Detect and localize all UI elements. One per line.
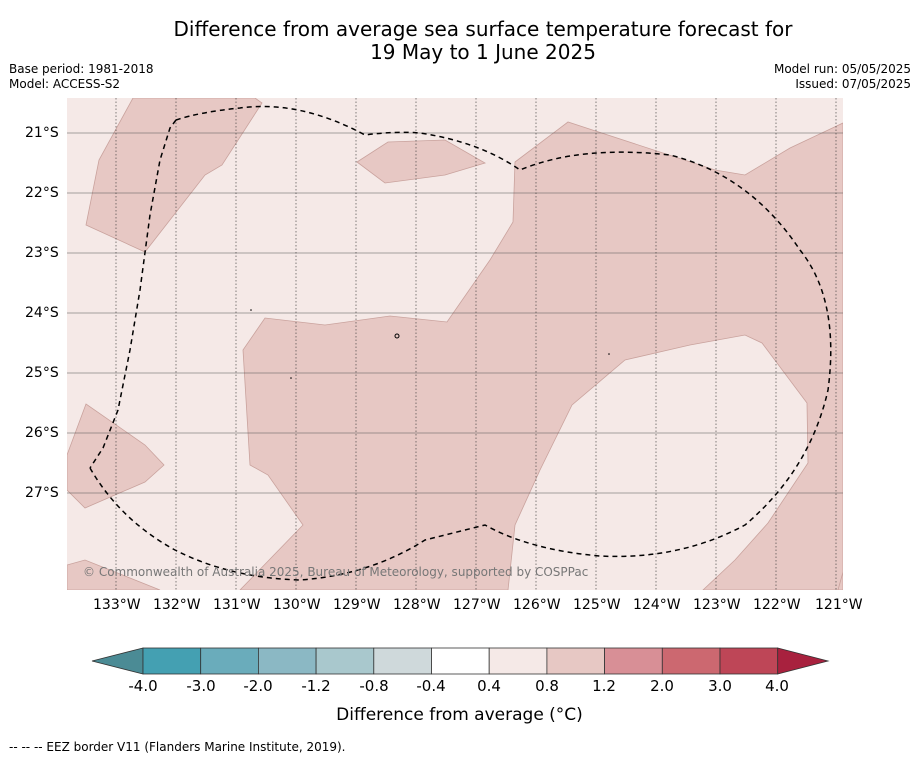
colorbar-segment — [200, 647, 259, 675]
colorbar-title: Difference from average (°C) — [336, 705, 583, 725]
region-northwest — [85, 98, 263, 253]
colorbar-tick: -1.2 — [301, 677, 331, 695]
map-title: Difference from average sea surface temp… — [0, 18, 919, 64]
island-4 — [608, 353, 610, 355]
colorbar-tick: 0.8 — [535, 677, 559, 695]
lon-label: 128°W — [393, 597, 441, 613]
issued-date: Issued: 07/05/2025 — [795, 77, 911, 91]
lon-label: 124°W — [633, 597, 681, 613]
model-run: Model run: 05/05/2025 — [773, 62, 911, 76]
colorbar-extend-low — [91, 647, 144, 675]
island-3 — [290, 377, 292, 379]
map-panel — [67, 98, 843, 590]
colorbar-tick: 4.0 — [765, 677, 789, 695]
map-grid-lon — [115, 98, 837, 590]
colorbar-tick: 0.4 — [477, 677, 501, 695]
island-1 — [394, 333, 400, 339]
lat-label: 24°S — [25, 305, 59, 321]
lon-label: 131°W — [213, 597, 261, 613]
colorbar-segment — [661, 647, 721, 675]
region-southwest — [67, 559, 161, 590]
lon-label: 130°W — [273, 597, 321, 613]
base-period: Base period: 1981-2018 — [9, 62, 154, 76]
colorbar-segment — [604, 647, 663, 675]
colorbar-segment — [257, 647, 317, 675]
lon-label: 125°W — [573, 597, 621, 613]
colorbar-tick: -0.8 — [359, 677, 389, 695]
colorbar-segment — [719, 647, 779, 675]
copyright-text: © Commonwealth of Australia 2025, Bureau… — [83, 565, 589, 579]
colorbar-segment — [142, 647, 202, 675]
eez-border — [89, 105, 832, 581]
meta-left: Base period: 1981-2018 Model: ACCESS-S2 — [9, 62, 154, 92]
region-southeast-corner — [837, 571, 843, 590]
lon-label: 121°W — [815, 597, 863, 613]
lat-label: 22°S — [25, 185, 59, 201]
region-north-island — [356, 139, 487, 184]
colorbar-segment — [315, 647, 375, 675]
region-main — [239, 121, 843, 590]
colorbar-tick: -3.0 — [186, 677, 216, 695]
lat-label: 25°S — [25, 365, 59, 381]
lat-label: 27°S — [25, 485, 59, 501]
colorbar-segment — [546, 647, 606, 675]
meta-right: Model run: 05/05/2025 Issued: 07/05/2025 — [774, 62, 911, 92]
map-grid — [67, 132, 843, 494]
colorbar-segment — [488, 647, 548, 675]
lat-label: 21°S — [25, 125, 59, 141]
eez-footnote: -- -- -- EEZ border V11 (Flanders Marine… — [9, 740, 346, 754]
model-name: Model: ACCESS-S2 — [9, 77, 121, 91]
colorbar-segment — [431, 647, 490, 675]
anomaly-regions — [67, 98, 843, 590]
colorbar-tick: -0.4 — [416, 677, 446, 695]
colorbar-tick: -4.0 — [128, 677, 158, 695]
lon-label: 123°W — [693, 597, 741, 613]
title-line-1: Difference from average sea surface temp… — [173, 17, 793, 41]
colorbar-tick: 3.0 — [708, 677, 732, 695]
island-2 — [250, 309, 252, 311]
colorbar-tick: 2.0 — [650, 677, 674, 695]
lat-label: 23°S — [25, 245, 59, 261]
lon-label: 122°W — [753, 597, 801, 613]
colorbar — [91, 647, 830, 675]
lon-label: 133°W — [93, 597, 141, 613]
lat-label: 26°S — [25, 425, 59, 441]
lon-label: 126°W — [513, 597, 561, 613]
lon-label: 127°W — [453, 597, 501, 613]
colorbar-extend-high — [777, 647, 830, 675]
lon-label: 129°W — [333, 597, 381, 613]
colorbar-tick: -2.0 — [243, 677, 273, 695]
colorbar-tick: 1.2 — [592, 677, 616, 695]
lon-label: 132°W — [153, 597, 201, 613]
title-line-2: 19 May to 1 June 2025 — [370, 40, 596, 64]
colorbar-segment — [373, 647, 432, 675]
